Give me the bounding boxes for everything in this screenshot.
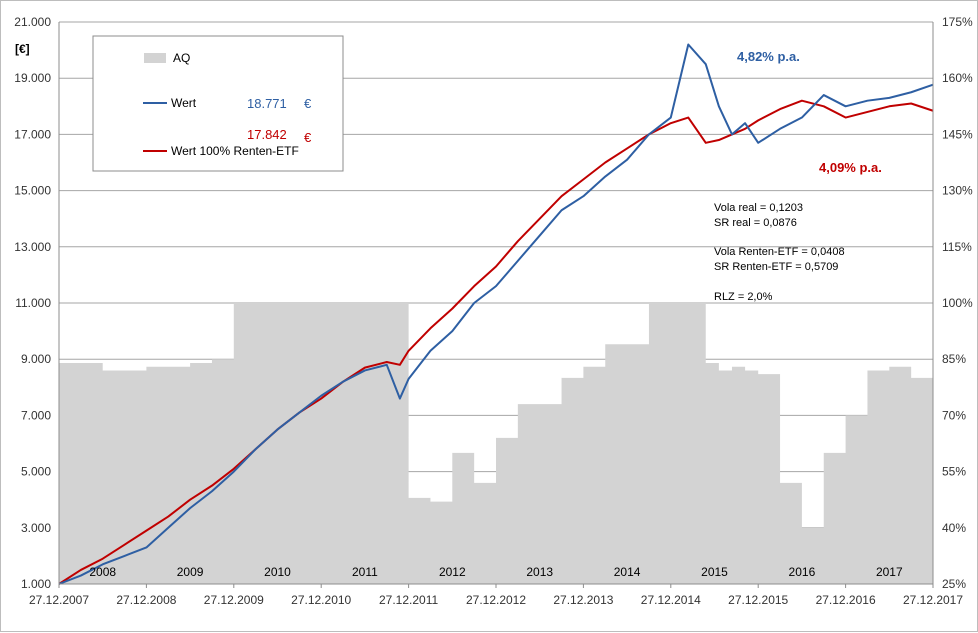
axes-layer: 1.000 3.000 5.000 7.000 9.000 11.000 13.000 15.… xyxy=(14,15,973,607)
year-label: 2009 xyxy=(177,565,204,579)
legend: AQ Wert 18.771 € 17.842 € Wert 100% Rent… xyxy=(92,35,344,172)
annotation-sr-renten: SR Renten-ETF = 0,5709 xyxy=(714,261,838,273)
legend-label-aq: AQ xyxy=(173,51,190,65)
year-label: 2016 xyxy=(789,565,816,579)
x-tick-label: 27.12.2016 xyxy=(816,593,876,607)
x-tick-label: 27.12.2017 xyxy=(903,593,963,607)
year-label: 2011 xyxy=(352,565,378,579)
y-tick-label: 17.000 xyxy=(14,127,51,141)
year-label: 2017 xyxy=(876,565,903,579)
annotation-vola-renten: Vola Renten-ETF = 0,0408 xyxy=(714,246,845,258)
y-tick-label: 13.000 xyxy=(14,240,51,254)
annotation-sr-real: SR real = 0,0876 xyxy=(714,217,797,229)
legend-box xyxy=(92,35,344,172)
y-tick-label: 5.000 xyxy=(21,465,51,479)
y2-tick-label: 160% xyxy=(942,71,973,85)
legend-currency-wert: € xyxy=(304,96,312,111)
legend-value-wert: 18.771 xyxy=(247,96,287,111)
x-tick-label: 27.12.2008 xyxy=(116,593,176,607)
x-tick-label: 27.12.2011 xyxy=(379,593,438,607)
y2-tick-label: 85% xyxy=(942,352,966,366)
annotation-renten-pa: 4,09% p.a. xyxy=(819,160,882,175)
legend-label-wert: Wert xyxy=(171,96,197,110)
y-tick-label: 1.000 xyxy=(21,577,51,591)
y-tick-label: 7.000 xyxy=(21,408,51,422)
y2-tick-label: 145% xyxy=(942,127,973,141)
y2-tick-label: 55% xyxy=(942,465,966,479)
annotation-wert-pa: 4,82% p.a. xyxy=(737,49,800,64)
y-tick-label: 15.000 xyxy=(14,184,51,198)
y-tick-label: 19.000 xyxy=(14,71,51,85)
y2-tick-label: 40% xyxy=(942,521,966,535)
annotation-vola-real: Vola real = 0,1203 xyxy=(714,202,803,214)
y2-tick-label: 175% xyxy=(942,15,973,29)
y-axis-label: [€] xyxy=(15,42,30,56)
series-renten-line xyxy=(58,99,934,585)
aq-area-layer xyxy=(59,303,933,584)
annotation-rlz: RLZ = 2,0% xyxy=(714,291,773,303)
y-tick-label: 3.000 xyxy=(21,521,51,535)
y2-tick-label: 100% xyxy=(942,296,973,310)
y2-tick-label: 70% xyxy=(942,408,966,422)
y-tick-label: 9.000 xyxy=(21,352,51,366)
series-aq-area xyxy=(59,303,933,584)
year-label: 2012 xyxy=(439,565,466,579)
x-tick-label: 27.12.2010 xyxy=(291,593,351,607)
x-tick-label: 27.12.2009 xyxy=(204,593,264,607)
year-label: 2010 xyxy=(264,565,291,579)
y2-tick-label: 25% xyxy=(942,577,966,591)
x-tick-label: 27.12.2012 xyxy=(466,593,526,607)
legend-label-renten: Wert 100% Renten-ETF xyxy=(171,144,299,158)
year-label: 2008 xyxy=(89,565,116,579)
series-wert-line xyxy=(58,43,934,585)
x-tick-label: 27.12.2007 xyxy=(29,593,89,607)
series-lines-layer xyxy=(58,43,934,585)
x-tick-label: 27.12.2013 xyxy=(553,593,613,607)
x-tick-label: 27.12.2015 xyxy=(728,593,788,607)
y2-tick-label: 130% xyxy=(942,184,973,198)
x-tick-label: 27.12.2014 xyxy=(641,593,701,607)
legend-value-renten: 17.842 xyxy=(247,127,287,142)
legend-currency-renten: € xyxy=(304,130,312,145)
year-label: 2013 xyxy=(526,565,553,579)
y2-tick-label: 115% xyxy=(942,240,972,254)
y-tick-label: 11.000 xyxy=(15,296,51,310)
year-label: 2015 xyxy=(701,565,728,579)
y-tick-label: 21.000 xyxy=(14,15,51,29)
legend-swatch-aq xyxy=(144,53,166,63)
year-label: 2014 xyxy=(614,565,641,579)
